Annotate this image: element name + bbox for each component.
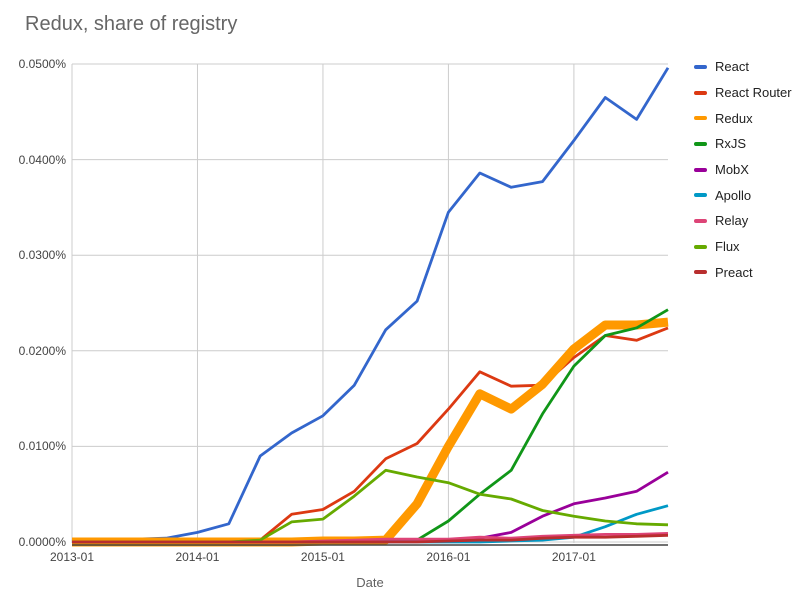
legend-swatch-icon [694, 167, 707, 172]
legend-item-preact[interactable]: Preact [694, 260, 792, 286]
x-axis-tick-label: 2016-01 [426, 550, 471, 564]
legend-label: React Router [715, 85, 792, 101]
legend-swatch-icon [694, 270, 707, 275]
legend-swatch-icon [694, 90, 707, 95]
legend-label: Relay [715, 213, 749, 229]
series-line-react [71, 67, 670, 543]
legend-swatch-icon [694, 244, 707, 249]
series-line-preact [72, 533, 669, 544]
y-axis-tick-label: 0.0000% [18, 535, 66, 549]
legend-label: Apollo [715, 187, 752, 203]
legend-item-react-router[interactable]: React Router [694, 80, 792, 106]
chart-title: Redux, share of registry [25, 13, 238, 35]
y-axis-tick-label: 0.0300% [18, 248, 66, 263]
x-axis-tick-label: 2017-01 [551, 550, 596, 564]
legend-item-redux[interactable]: Redux [694, 105, 792, 131]
legend-swatch-icon [694, 218, 707, 223]
legend-label: Flux [715, 239, 740, 255]
legend-swatch-icon [694, 64, 707, 69]
legend-label: MobX [715, 162, 749, 178]
x-axis-tick-label: 2015-01 [300, 550, 345, 564]
legend-label: RxJS [715, 136, 747, 152]
legend-item-apollo[interactable]: Apollo [694, 182, 792, 208]
legend-label: React [715, 59, 749, 75]
legend-label: Redux [715, 110, 753, 126]
x-axis-title: Date [356, 575, 384, 590]
y-axis-tick-label: 0.0200% [18, 343, 66, 358]
legend-item-react[interactable]: React [694, 54, 792, 80]
x-axis-tick-label: 2013-01 [49, 550, 95, 564]
legend-swatch-icon [694, 116, 707, 121]
legend-item-relay[interactable]: Relay [694, 208, 792, 234]
legend-swatch-icon [694, 141, 707, 146]
y-axis-tick-label: 0.0400% [18, 152, 66, 167]
legend: React React Router Redux RxJS MobX Apollo Rela… [694, 54, 792, 285]
y-axis-tick-label: 0.0500% [18, 57, 66, 71]
legend-item-mobx[interactable]: MobX [694, 157, 792, 183]
x-axis-tick-label: 2014-01 [175, 550, 220, 564]
legend-item-flux[interactable]: Flux [694, 234, 792, 260]
legend-label: Preact [715, 264, 753, 280]
legend-item-rxjs[interactable]: RxJS [694, 131, 792, 157]
legend-swatch-icon [694, 193, 707, 198]
series-line-flux [72, 468, 669, 544]
y-axis-tick-label: 0.0100% [18, 439, 66, 454]
